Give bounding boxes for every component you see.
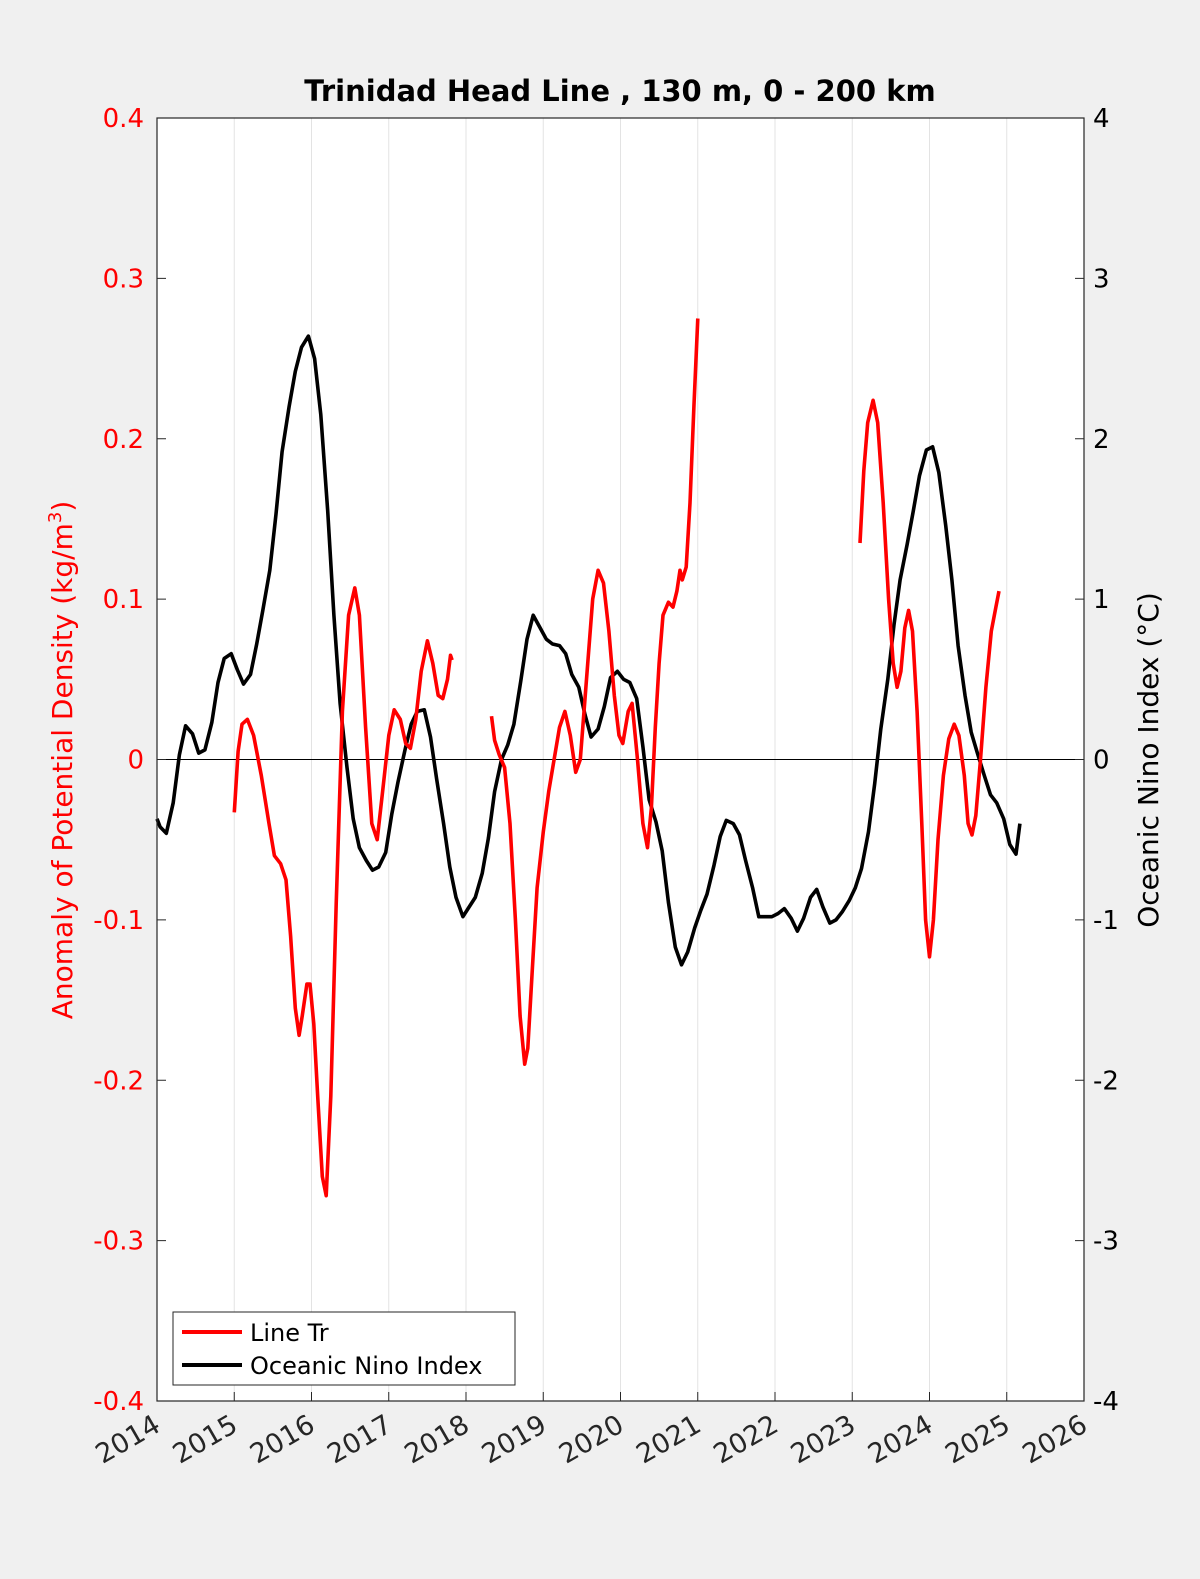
y-right-tick-label: 4 (1093, 104, 1110, 134)
y-left-tick-label: -0.2 (93, 1066, 144, 1096)
legend: Line Tr Oceanic Nino Index (172, 1311, 516, 1386)
x-tick-label: 2018 (400, 1409, 475, 1470)
x-tick-label: 2026 (1018, 1409, 1093, 1470)
y-right-tick-label: 3 (1093, 264, 1110, 294)
y-right-tick-label: 2 (1093, 425, 1110, 455)
y-right-tick-label: 1 (1093, 585, 1110, 615)
y-left-tick-label: 0.3 (103, 264, 144, 294)
x-tick-label: 2023 (786, 1409, 861, 1470)
y-axis-left-label-text: Anomaly of Potential Density (kg/m (46, 523, 79, 1019)
y-left-tick-label: -0.4 (93, 1387, 144, 1417)
legend-label-line-tr: Line Tr (250, 1319, 329, 1347)
chart-title: Trinidad Head Line , 130 m, 0 - 200 km (304, 74, 935, 108)
y-axis-left-label-sup: 3 (45, 512, 66, 523)
y-left-tick-label: 0.1 (103, 585, 144, 615)
y-right-tick-label: 0 (1093, 746, 1110, 776)
y-left-tick-label: 0.4 (103, 104, 144, 134)
x-tick-label: 2019 (477, 1409, 552, 1470)
series-line-tr-segment-1 (232, 586, 454, 1198)
x-tick-label: 2014 (91, 1409, 166, 1470)
series-oceanic-nino-index-segment-1 (155, 334, 1022, 967)
series-line-tr-segment-3 (858, 398, 1001, 959)
legend-box (172, 1311, 516, 1386)
x-tick-label: 2017 (322, 1409, 397, 1470)
x-tick-label: 2025 (940, 1409, 1015, 1470)
y-left-tick-label: 0.2 (103, 425, 144, 455)
legend-label-oni: Oceanic Nino Index (250, 1352, 482, 1380)
x-tick-label: 2022 (709, 1409, 784, 1470)
x-tick-label: 2024 (863, 1409, 938, 1470)
x-tick-label: 2021 (631, 1409, 706, 1470)
x-tick-label: 2016 (245, 1409, 320, 1470)
x-tick-label: 2015 (168, 1409, 243, 1470)
y-right-tick-label: -4 (1093, 1387, 1119, 1417)
y-axis-left-label-close: ) (46, 501, 79, 512)
y-left-tick-label: -0.3 (93, 1227, 144, 1257)
series-layer (155, 318, 1022, 1198)
series-line-tr-segment-2 (489, 318, 700, 1066)
y-right-tick-label: -1 (1093, 906, 1119, 936)
y-left-tick-label: 0 (127, 746, 144, 776)
x-tick-label: 2020 (554, 1409, 629, 1470)
y-right-tick-label: -3 (1093, 1227, 1119, 1257)
y-left-tick-label: -0.1 (93, 906, 144, 936)
y-axis-left-label: Anomaly of Potential Density (kg/m3) (45, 501, 79, 1020)
y-right-tick-label: -2 (1093, 1066, 1119, 1096)
y-axis-right-label: Oceanic Nino Index (°C) (1132, 592, 1165, 928)
